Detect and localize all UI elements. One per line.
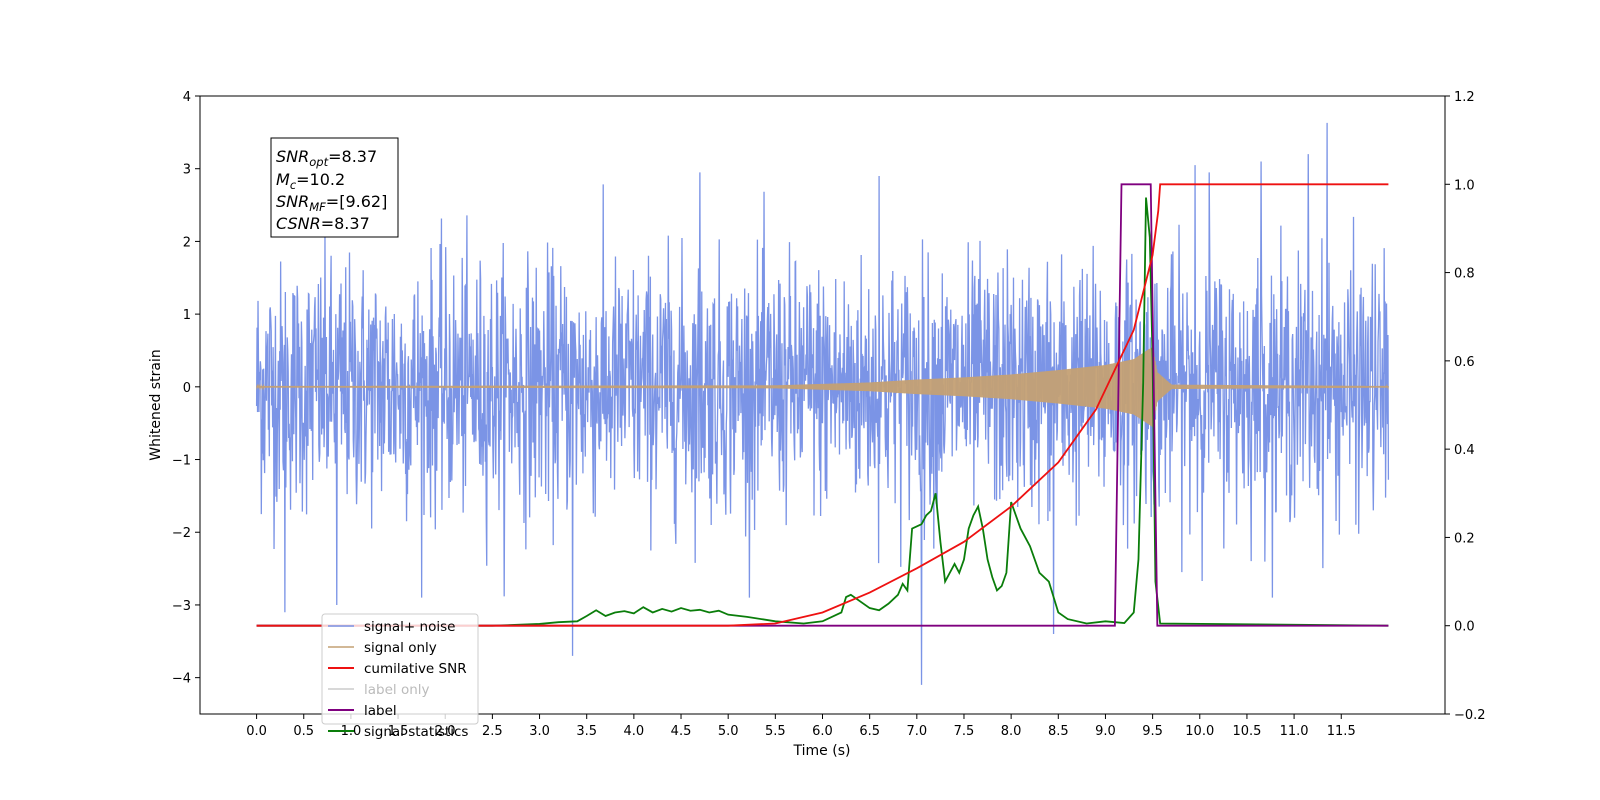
x-tick-label: 3.0 <box>529 724 550 739</box>
legend-label-text: label <box>364 703 397 719</box>
y-left-tick-label: 3 <box>183 163 191 178</box>
x-tick-label: 8.0 <box>1001 724 1022 739</box>
x-axis-label: Time (s) <box>793 743 851 759</box>
y-left-tick-label: 0 <box>183 381 191 396</box>
x-tick-label: 2.0 <box>435 724 456 739</box>
annotation-snr-mf: SNRMF=[9.62] <box>276 192 387 214</box>
annotation-frame <box>270 137 399 238</box>
y-left-tick-label: 1 <box>183 308 191 323</box>
legend-label-text: signal only <box>364 640 437 656</box>
x-tick-label: 4.0 <box>624 724 645 739</box>
legend-label-text: label only <box>364 682 430 698</box>
legend-label-only: label only <box>328 682 430 698</box>
legend-label-text: signal statistics <box>364 724 468 740</box>
x-axis: 0.0 0.5 1.0 1.5 2.0 2.5 3.0 3.5 4.0 4.5 5.0 5.5 6.0 6… <box>246 714 1356 739</box>
y-left-tick-label: −2 <box>172 526 191 541</box>
legend-signal-statistics: signal statistics <box>328 724 468 740</box>
x-tick-label: 4.5 <box>671 724 692 739</box>
x-tick-label: 3.5 <box>576 724 597 739</box>
annotation-mc: Mc=10.2 <box>276 170 345 192</box>
y-left-tick-label: −4 <box>172 672 191 687</box>
series-signal-statistics <box>256 197 1389 627</box>
x-tick-label: 0.0 <box>246 724 267 739</box>
x-tick-label: 1.5 <box>388 724 409 739</box>
series-cumilative-snr <box>256 183 1389 627</box>
x-tick-label: 9.0 <box>1095 724 1116 739</box>
y-right-tick-label: 0.4 <box>1454 443 1475 458</box>
x-tick-label: 7.0 <box>906 724 927 739</box>
y-left-tick-label: 2 <box>183 235 191 250</box>
series-label <box>256 183 1389 627</box>
legend-label-text: signal+ noise <box>364 619 455 635</box>
series-signal-only <box>256 347 1389 427</box>
x-tick-label: 9.5 <box>1142 724 1163 739</box>
y-left-tick-label: −3 <box>172 599 191 614</box>
legend-label: label <box>328 703 397 719</box>
x-tick-label: 7.5 <box>954 724 975 739</box>
y-axis-left: 4 3 2 1 0 −1 −2 −3 −4 <box>172 90 200 687</box>
series-layer <box>255 122 1390 685</box>
legend-cumilative-snr: cumilative SNR <box>328 661 467 677</box>
y-axis-right: 1.2 1.0 0.8 0.6 0.4 0.2 0.0 −0.2 <box>1445 90 1486 723</box>
legend: signal+ noise signal only cumilative SNR la… <box>321 613 479 740</box>
x-tick-label: 5.0 <box>718 724 739 739</box>
y-right-tick-label: 1.0 <box>1454 178 1475 193</box>
y-right-tick-label: 1.2 <box>1454 90 1475 105</box>
y-left-tick-label: 4 <box>183 90 191 105</box>
legend-frame <box>321 613 479 725</box>
series-signal-plus-noise <box>255 122 1390 685</box>
x-tick-label: 6.5 <box>859 724 880 739</box>
x-tick-label: 11.5 <box>1327 724 1356 739</box>
x-tick-label: 6.0 <box>812 724 833 739</box>
legend-label-text: cumilative SNR <box>364 661 467 677</box>
y-right-tick-label: −0.2 <box>1454 708 1486 723</box>
y-right-tick-label: 0.2 <box>1454 531 1475 546</box>
x-tick-label: 0.5 <box>293 724 314 739</box>
x-tick-label: 8.5 <box>1048 724 1069 739</box>
annotation-csnr: CSNR=8.37 <box>276 214 370 233</box>
annotation-snr-opt: SNRopt=8.37 <box>276 147 377 169</box>
y-right-tick-label: 0.0 <box>1454 620 1475 635</box>
x-tick-label: 10.0 <box>1185 724 1214 739</box>
y-right-tick-label: 0.8 <box>1454 267 1475 282</box>
x-tick-label: 10.5 <box>1232 724 1261 739</box>
x-tick-label: 11.0 <box>1280 724 1309 739</box>
annotation-box: SNRopt=8.37 Mc=10.2 SNRMF=[9.62] CSNR=8.… <box>270 137 399 238</box>
y-axis-left-label: Whitened strain <box>148 349 164 460</box>
x-tick-label: 2.5 <box>482 724 503 739</box>
legend-signal-plus-noise: signal+ noise <box>328 619 455 635</box>
y-left-tick-label: −1 <box>172 454 191 469</box>
x-tick-label: 5.5 <box>765 724 786 739</box>
legend-signal-only: signal only <box>328 640 437 656</box>
y-right-tick-label: 0.6 <box>1454 355 1475 370</box>
